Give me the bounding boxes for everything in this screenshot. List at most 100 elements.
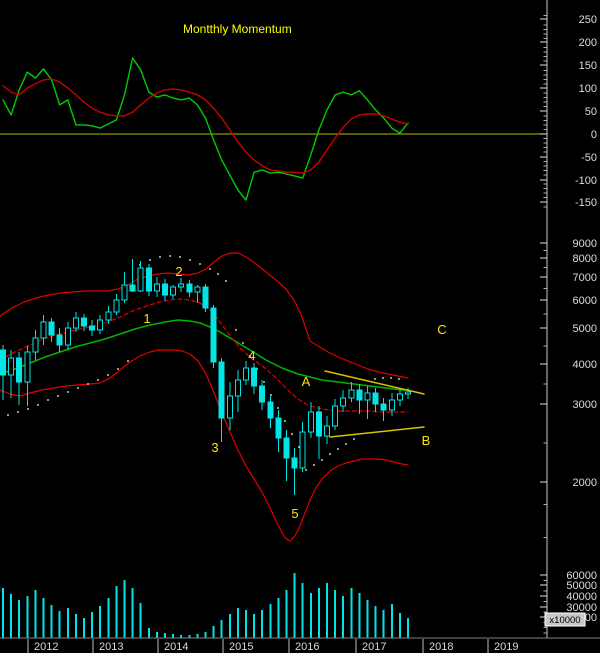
price-scale-label: 5000 [573,323,597,335]
volume-bar [382,610,385,638]
moving-average-green [0,319,409,391]
volume-bar [220,620,223,638]
wave-label-3: 3 [211,440,218,455]
panel-title: Montthly Momentum [183,22,292,36]
momentum-panel [0,57,546,201]
price-scale-label: 4000 [573,359,597,371]
volume-bar [164,633,166,638]
candle [210,305,217,368]
candle [145,264,152,296]
candle [348,382,355,402]
price-scale-label: 3000 [573,399,597,411]
volume-bar [358,593,361,638]
volume-multiplier-note: x10000 [549,615,580,626]
volume-bar [228,614,231,638]
candle [226,382,233,430]
momentum-scale-label: 100 [579,83,597,95]
volume-scale-label: 40000 [566,591,597,603]
candle [170,285,177,300]
candle [129,259,136,292]
volume-scale-label: 60000 [566,570,597,582]
candle [89,319,96,336]
candle [396,388,403,407]
volume-bar [188,635,191,638]
candle [0,344,6,400]
candle [307,402,314,439]
volume-bar [326,583,328,638]
momentum-line [2,57,409,201]
volume-bar [317,588,320,638]
trendlines [324,370,425,438]
candle [388,393,395,417]
volume-bar [147,628,150,638]
x-axis-band: 2012 2013 2014 2015 2016 2017 2018 2019 [0,637,600,653]
volume-bar [83,618,85,638]
volume-bar [350,588,353,638]
candle [283,429,290,481]
volume-bar [66,608,69,638]
price-scale-label: 7000 [573,272,597,284]
candle [24,346,31,407]
year-label: 2019 [494,641,518,653]
volume-bar [334,590,337,638]
volume-bar [204,632,207,638]
candle [121,272,128,303]
year-label: 2012 [34,641,58,653]
volume-bar [91,612,94,638]
volume-bar [245,610,247,638]
volume-bar [253,614,256,638]
candle [186,279,193,298]
signal-line [2,78,409,174]
candle [194,285,201,303]
volume-bar [342,596,345,638]
candle [48,318,55,343]
year-label: 2013 [99,641,123,653]
volume-scale-label: 30000 [566,602,597,614]
candle [299,422,306,473]
price-scale-label: 2000 [573,477,597,489]
year-label: 2016 [295,641,319,653]
candle [56,328,63,353]
candle [32,330,39,361]
sar-dots [7,255,400,471]
wave-label-4: 4 [248,348,255,363]
volume-bar [180,635,183,638]
candle [105,305,112,324]
candle [218,357,225,442]
volume-bar [99,606,102,638]
candlesticks [0,259,411,495]
year-label: 2018 [429,641,453,653]
candle [275,410,282,452]
candle [178,277,185,292]
candle [315,406,322,459]
wave-label-B: B [422,433,431,448]
candle [372,388,379,413]
candle [81,314,87,331]
volume-bar [196,634,199,638]
candle [153,277,160,298]
volume-panel [2,573,409,638]
volume-bar [269,604,272,638]
volume-bar [172,634,175,638]
volume-bar [366,600,369,638]
volume-bar [18,600,21,638]
momentum-title: Montthly Momentum [183,22,292,36]
volume-bar [261,610,264,638]
year-label: 2017 [362,641,386,653]
momentum-scale-label: 200 [579,37,597,49]
candle [251,362,258,394]
bollinger-upper-band [0,252,409,379]
momentum-scale-label: -150 [575,197,597,209]
wave-label-1: 1 [143,311,150,326]
candle [40,315,47,345]
wave-label-C: C [437,322,446,337]
bollinger-lower-band [0,349,409,542]
momentum-scale-label: 50 [585,106,597,118]
candle [332,399,339,430]
momentum-scale-label: 250 [579,14,597,26]
candle [97,315,104,335]
candle [380,398,387,422]
right-axis: 250 200 150 100 50 0 -50 -100 -150 9000 8000 7000 60… [540,0,597,638]
